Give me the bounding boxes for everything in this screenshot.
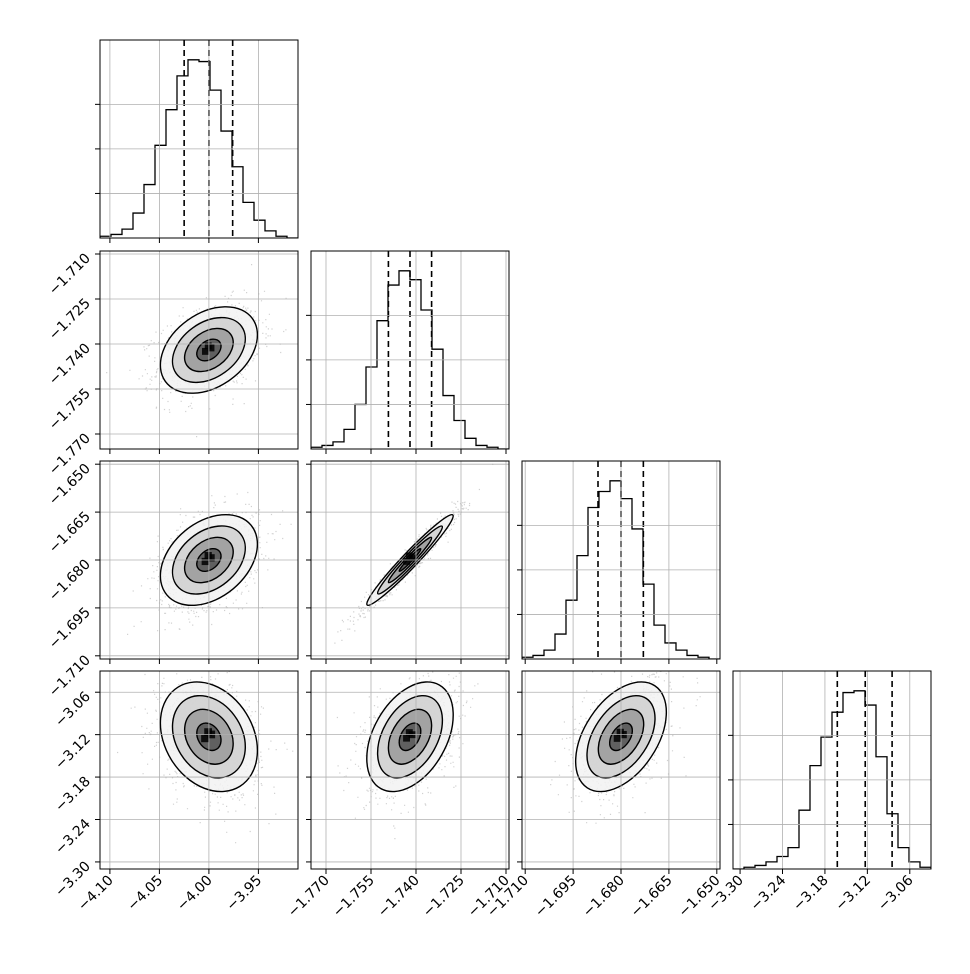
density-core-1-2-2 [406,552,413,559]
scatter-panel-0-1 [106,264,287,453]
x-tick-label-1-1: −1.755 [330,873,378,921]
x-tick-label-2-3: −1.665 [628,873,676,921]
x-tick-label-3-1: −3.24 [748,872,790,914]
scatter-content-1-2 [334,464,493,644]
y-tick-label-2-1: −1.695 [46,604,94,652]
x-tick-label-0-3: −3.95 [224,873,266,915]
scatter-content-0-1 [106,264,287,453]
histogram-frame-1 [311,251,509,449]
y-tick-label-3-3: −3.12 [52,731,94,773]
scatter-content-0-3 [117,650,293,843]
y-tick-label-3-1: −3.24 [52,816,94,858]
histogram-content-3 [733,671,931,869]
density-core-0-1-2 [205,342,212,349]
y-tick-label-2-2: −1.680 [46,557,94,605]
scatter-content-0-2 [127,492,292,635]
y-tick-label-2-3: −1.665 [46,509,94,557]
scatter-panel-0-3 [117,650,293,843]
y-tick-label-1-1: −1.755 [46,386,94,434]
histogram-panel-1 [311,251,509,449]
histogram-panel-0 [100,40,298,238]
y-tick-label-1-4: −1.710 [46,251,94,299]
x-tick-label-0-2: −4.00 [174,873,216,915]
histogram-content-0 [100,40,298,238]
histogram-content-1 [311,251,509,449]
x-tick-label-0-1: −4.05 [125,873,167,915]
histogram-frame-0 [100,40,298,238]
y-tick-label-1-3: −1.725 [46,296,94,344]
y-tick-label-3-2: −3.18 [52,774,94,816]
histogram-panel-3 [733,671,931,869]
x-tick-label-2-2: −1.680 [580,873,628,921]
x-tick-label-1-3: −1.725 [420,873,468,921]
histogram-frame-3 [733,671,931,869]
scatter-panel-1-2 [334,464,493,644]
x-tick-label-1-0: −1.770 [285,873,333,921]
x-tick-label-3-4: −3.06 [875,872,917,914]
x-tick-label-2-1: −1.695 [532,873,580,921]
x-tick-label-3-3: −3.12 [833,873,875,915]
scatter-panel-0-2 [127,492,292,635]
density-core-0-2-2 [205,552,212,559]
x-tick-label-3-2: −3.18 [790,873,832,915]
x-tick-label-1-2: −1.740 [375,873,423,921]
y-tick-label-1-2: −1.740 [46,341,94,389]
